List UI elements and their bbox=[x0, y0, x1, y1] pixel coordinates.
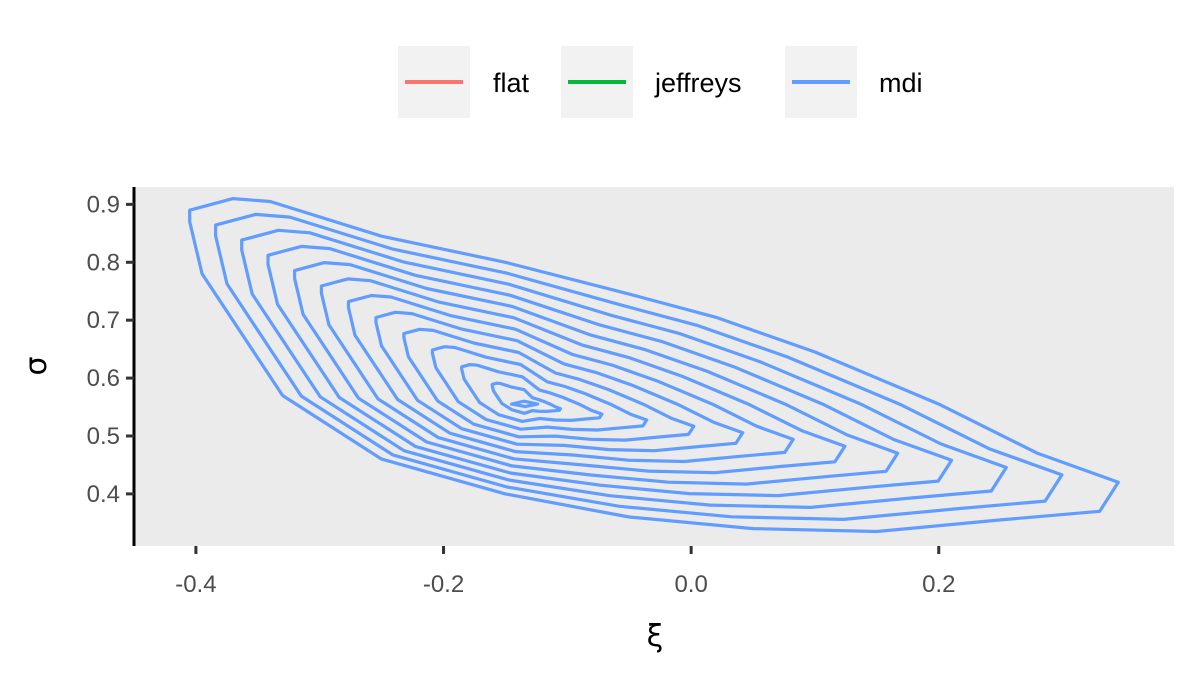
legend-label-jeffreys: jeffreys bbox=[654, 68, 742, 98]
contour-lines bbox=[188, 197, 1120, 534]
y-tick-label: 0.9 bbox=[87, 191, 120, 218]
x-tick-label: -0.2 bbox=[423, 571, 464, 598]
x-tick-label: -0.4 bbox=[175, 571, 216, 598]
y-tick-label: 0.5 bbox=[87, 423, 120, 450]
contour-line bbox=[402, 327, 696, 442]
contour-line bbox=[460, 363, 604, 423]
contour-line bbox=[240, 228, 1008, 509]
contour-line bbox=[374, 310, 745, 453]
legend-label-flat: flat bbox=[493, 68, 530, 98]
contour-line bbox=[510, 399, 540, 409]
legend: flat jeffreys mdi bbox=[398, 46, 923, 118]
contour-line bbox=[430, 345, 649, 432]
contour-line bbox=[319, 277, 847, 475]
y-tick-label: 0.8 bbox=[87, 249, 120, 276]
y-axis-title: σ bbox=[19, 356, 54, 375]
x-axis: -0.4 -0.2 0.0 0.2 bbox=[175, 546, 955, 598]
y-axis: 0.4 0.5 0.6 0.7 0.8 0.9 bbox=[87, 191, 134, 508]
y-tick-label: 0.6 bbox=[87, 365, 120, 392]
contour-line bbox=[214, 212, 1064, 521]
contour-line bbox=[188, 197, 1120, 534]
y-tick-label: 0.7 bbox=[87, 307, 120, 334]
x-tick-label: 0.0 bbox=[674, 571, 707, 598]
contour-line bbox=[293, 261, 900, 486]
contour-line bbox=[346, 293, 795, 464]
contour-line bbox=[490, 381, 562, 415]
contour-line bbox=[266, 244, 954, 498]
x-axis-title: ξ bbox=[647, 619, 664, 654]
legend-label-mdi: mdi bbox=[879, 68, 923, 98]
y-tick-label: 0.4 bbox=[87, 481, 120, 508]
x-tick-label: 0.2 bbox=[922, 571, 955, 598]
